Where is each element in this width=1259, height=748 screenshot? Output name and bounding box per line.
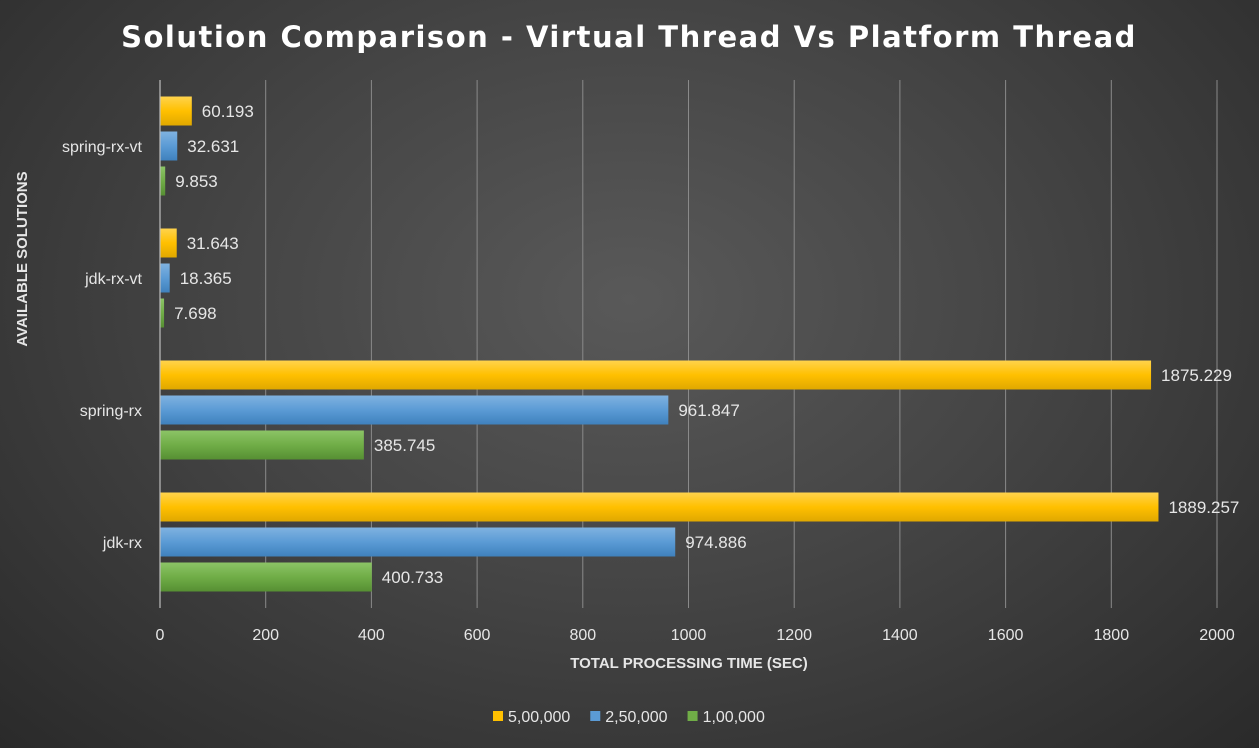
- legend-swatch: [493, 711, 503, 721]
- data-label: 32.631: [187, 137, 239, 156]
- category-label: spring-rx-vt: [62, 139, 143, 156]
- data-label: 961.847: [678, 401, 739, 420]
- x-tick-label: 200: [252, 627, 279, 644]
- data-label: 1889.257: [1168, 498, 1239, 517]
- bar: [160, 228, 177, 258]
- data-label: 60.193: [202, 102, 254, 121]
- grid-lines: [265, 80, 1218, 608]
- legend-label: 5,00,000: [508, 709, 570, 726]
- x-tick-label: 800: [569, 627, 596, 644]
- bar: [160, 360, 1152, 390]
- x-tick-label: 1200: [776, 627, 812, 644]
- bar: [160, 527, 676, 557]
- legend-swatch: [687, 711, 698, 721]
- x-tick-label: 1600: [988, 627, 1024, 644]
- data-label: 974.886: [685, 533, 746, 552]
- bar: [160, 492, 1159, 522]
- bar: [160, 166, 166, 196]
- chart-title: Solution Comparison - Virtual Thread Vs …: [121, 20, 1137, 54]
- x-tick-label: 1400: [882, 627, 918, 644]
- x-tick-label: 600: [464, 627, 491, 644]
- category-label: spring-rx: [80, 403, 142, 420]
- legend-swatch: [590, 711, 601, 721]
- data-label: 400.733: [382, 568, 443, 587]
- legend-label: 1,00,000: [703, 709, 765, 726]
- bars: [160, 96, 1159, 592]
- bar: [160, 298, 165, 328]
- category-labels: spring-rx-vt jdk-rx-vt spring-rx jdk-rx: [62, 139, 143, 552]
- data-label: 1875.229: [1161, 366, 1232, 385]
- bar: [160, 96, 192, 126]
- data-label: 9.853: [175, 172, 218, 191]
- data-label: 7.698: [174, 304, 217, 323]
- data-labels: 60.193 32.631 9.853 31.643 18.365 7.698 1875.2…: [174, 102, 1239, 587]
- bar: [160, 430, 364, 460]
- data-label: 18.365: [180, 269, 232, 288]
- y-axis-title: AVAILABLE SOLUTIONS: [14, 171, 31, 346]
- data-label: 385.745: [374, 436, 435, 455]
- x-axis-title: TOTAL PROCESSING TIME (SEC): [570, 655, 808, 672]
- legend-label: 2,50,000: [605, 709, 667, 726]
- data-label: 31.643: [187, 234, 239, 253]
- x-tick-label: 0: [156, 627, 165, 644]
- bar: [160, 395, 669, 425]
- legend: 5,00,000 2,50,000 1,00,000: [493, 709, 765, 726]
- bar: [160, 263, 170, 293]
- bar: [160, 562, 372, 592]
- category-label: jdk-rx: [102, 535, 142, 552]
- x-tick-label: 2000: [1199, 627, 1235, 644]
- x-tick-labels: 0 200 400 600 800 1000 1200 1400 1600 1800 2000: [156, 627, 1235, 644]
- x-tick-label: 1800: [1094, 627, 1130, 644]
- category-label: jdk-rx-vt: [84, 271, 142, 288]
- x-tick-label: 400: [358, 627, 385, 644]
- bar: [160, 131, 178, 161]
- x-tick-label: 1000: [671, 627, 707, 644]
